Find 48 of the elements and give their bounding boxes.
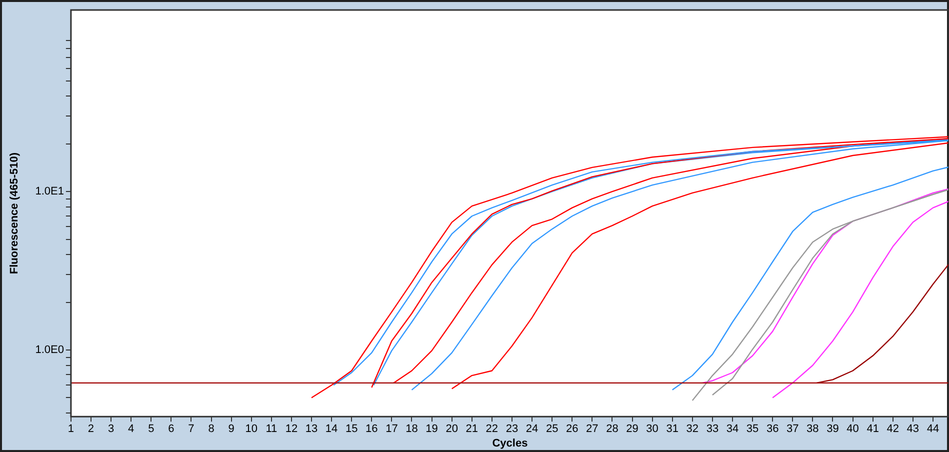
x-tick-label: 8 [208,423,214,436]
x-tick-label: 13 [305,423,318,436]
x-tick-label: 14 [325,423,338,436]
x-tick-label: 23 [506,423,518,436]
y-axis-title: Fluorescence (465-510) [8,152,21,274]
x-axis-title: Cycles [492,437,528,450]
x-tick-label: 24 [526,423,538,436]
x-tick-label: 7 [188,423,194,436]
x-tick-label: 15 [345,423,358,436]
x-tick-label: 37 [786,423,799,436]
x-tick-label: 17 [386,423,398,436]
x-tick-label: 29 [626,423,638,436]
x-tick-label: 30 [646,423,658,436]
x-tick-label: 21 [466,423,478,436]
x-tick-label: 20 [446,423,458,436]
x-tick-label: 6 [168,423,174,436]
x-tick-label: 35 [746,423,759,436]
x-tick-label: 33 [706,423,719,436]
y-tick-label: 1.0E0 [35,344,64,356]
x-tick-label: 11 [266,423,278,436]
x-tick-label: 10 [245,423,258,436]
x-tick-label: 1 [68,423,74,436]
x-tick-label: 40 [846,423,859,436]
x-tick-label: 12 [285,423,298,436]
x-tick-label: 44 [926,423,940,436]
x-tick-label: 16 [366,423,378,436]
x-tick-label: 9 [228,423,234,436]
x-tick-label: 4 [128,423,134,436]
x-tick-label: 27 [586,423,598,436]
x-tick-label: 28 [606,423,618,436]
x-tick-label: 34 [726,423,739,436]
x-tick-label: 18 [406,423,418,436]
x-tick-label: 5 [148,423,154,436]
x-tick-label: 39 [826,423,839,436]
x-tick-label: 31 [666,423,678,436]
x-tick-label: 19 [426,423,438,436]
x-tick-label: 25 [546,423,558,436]
x-tick-label: 2 [88,423,94,436]
x-tick-label: 43 [906,423,920,436]
x-tick-label: 22 [486,423,498,436]
y-tick-label: 1.0E1 [35,186,64,198]
x-tick-label: 26 [566,423,578,436]
x-tick-label: 41 [866,423,879,436]
x-tick-label: 3 [108,423,114,436]
x-tick-label: 42 [886,423,899,436]
x-tick-label: 36 [766,423,779,436]
x-tick-label: 32 [686,423,699,436]
x-tick-label: 38 [806,423,819,436]
